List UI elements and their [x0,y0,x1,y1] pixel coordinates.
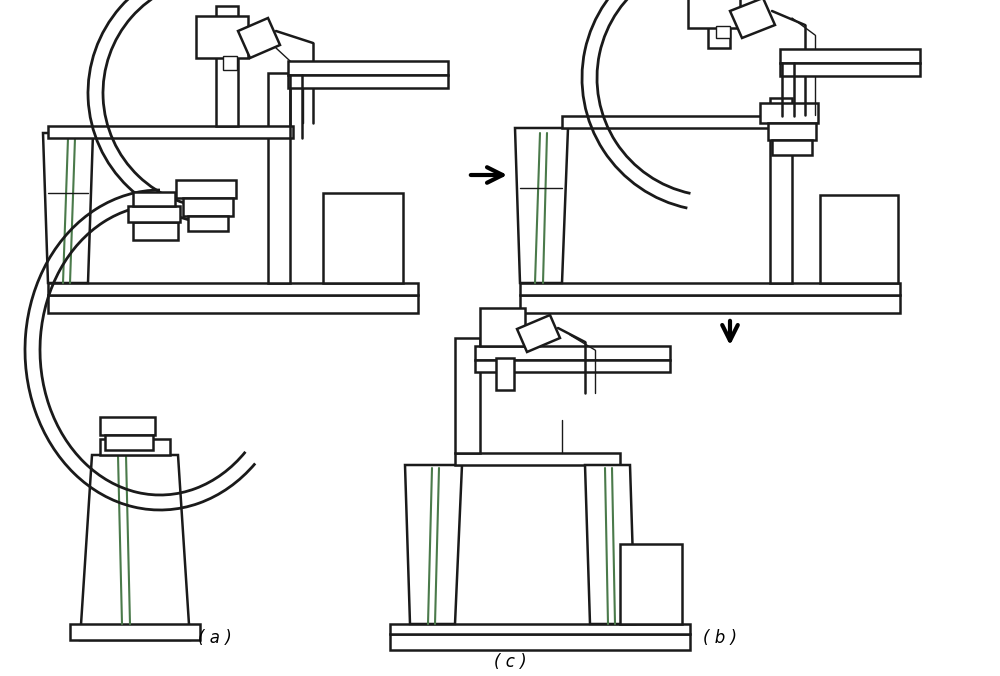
Text: ( b ): ( b ) [703,629,737,647]
Bar [390,624,690,634]
Bar [820,195,898,283]
Polygon shape [585,465,635,624]
Bar [475,346,670,360]
Bar [455,453,620,465]
Polygon shape [43,133,93,283]
Polygon shape [238,18,280,58]
Bar [520,283,900,295]
Text: ( c ): ( c ) [494,653,526,671]
Polygon shape [730,0,775,38]
Bar [708,0,730,48]
Bar [480,308,525,346]
Polygon shape [515,128,568,283]
Bar [496,358,514,390]
Bar [100,439,170,455]
Bar [48,295,418,313]
Bar [48,126,293,138]
Bar [780,49,920,63]
Bar [133,222,178,240]
Text: ( a ): ( a ) [198,629,232,647]
Bar [183,198,233,216]
Bar [48,283,418,295]
Bar [105,435,153,450]
Bar [688,0,740,28]
Bar [196,16,248,58]
Bar [133,192,175,206]
Bar [562,116,792,128]
Bar [268,73,290,283]
Bar [760,103,818,123]
Bar [768,123,816,140]
Bar [188,216,228,231]
Bar [716,26,730,38]
Bar [323,193,403,283]
Bar [520,295,900,313]
Bar [70,624,200,640]
Bar [770,98,792,283]
Polygon shape [80,455,190,640]
Bar [455,338,480,453]
Bar [288,75,448,88]
Bar [390,634,690,650]
Polygon shape [517,315,560,352]
Bar [620,544,682,624]
Bar [216,6,238,126]
Bar [475,360,670,372]
Bar [176,180,236,198]
Bar [223,56,237,70]
Bar [288,61,448,75]
Polygon shape [405,465,462,624]
Bar [128,206,180,222]
Bar [780,63,920,76]
Bar [100,417,155,435]
Bar [772,140,812,155]
